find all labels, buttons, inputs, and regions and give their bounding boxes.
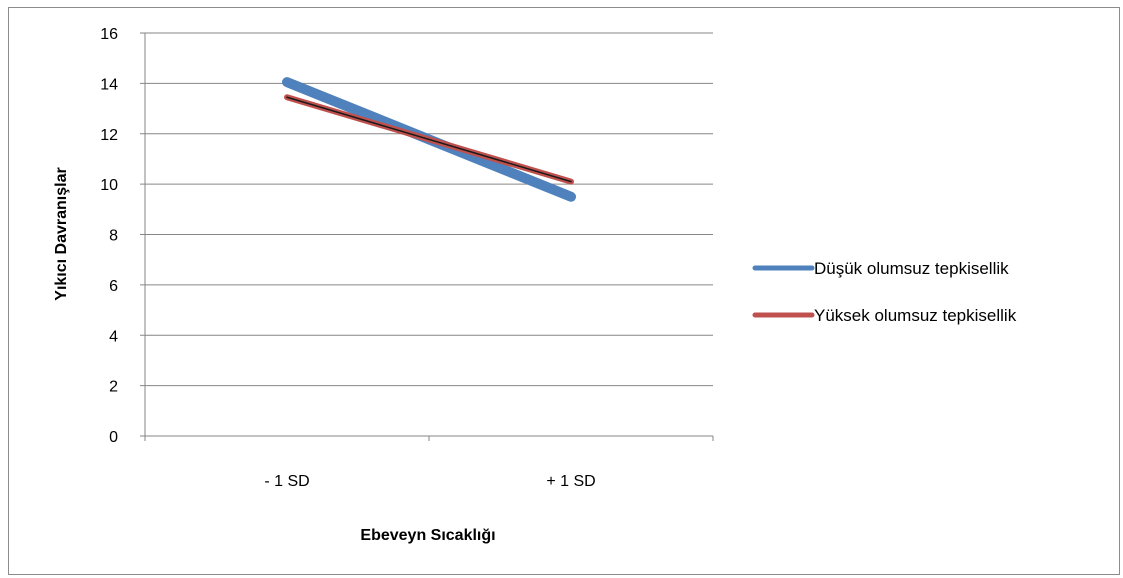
y-tick-label: 14 [100,76,118,93]
y-tick-label: 0 [109,429,118,446]
x-tick-label: - 1 SD [264,473,309,490]
y-tick-label: 12 [100,127,118,144]
y-tick-label: 4 [109,328,118,345]
series-line-2-core [286,96,572,183]
chart-frame [8,7,1120,575]
y-axis-title: Yıkıcı Davranışlar [53,167,70,300]
y-tick-label: 2 [109,379,118,396]
x-axis-title: Ebeveyn Sıcaklığı [360,527,495,544]
x-tick-label: + 1 SD [546,473,595,490]
legend: Düşük olumsuz tepkisellik Yüksek olumsuz … [752,259,1017,325]
gridlines [140,32,713,437]
legend-label-2: Yüksek olumsuz tepkisellik [814,306,1017,325]
y-tick-label: 10 [100,177,118,194]
axes: 0 2 4 6 8 10 12 14 16 - 1 SD + 1 SD [100,26,714,490]
series-lines [282,77,576,202]
legend-label-1: Düşük olumsuz tepkisellik [814,259,1009,278]
y-tick-label: 16 [100,26,118,43]
y-tick-label: 6 [109,278,118,295]
y-tick-label: 8 [109,228,118,245]
